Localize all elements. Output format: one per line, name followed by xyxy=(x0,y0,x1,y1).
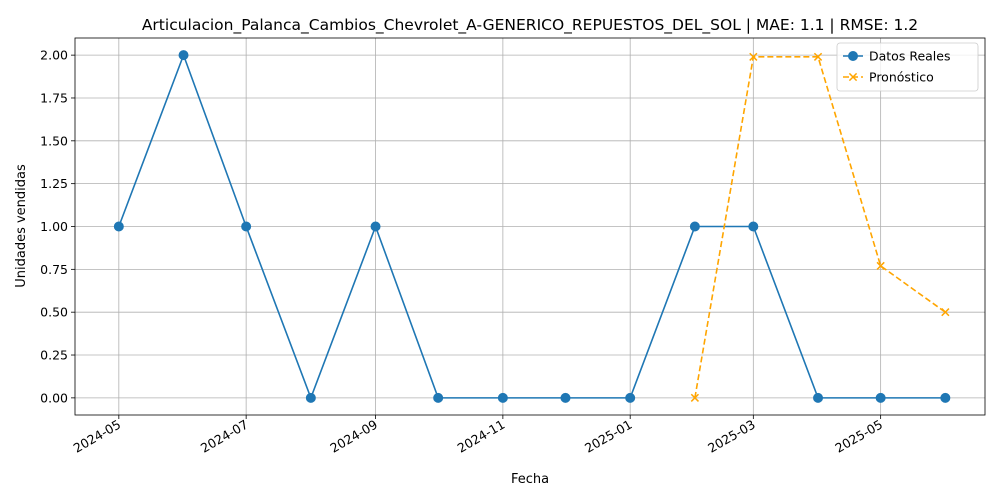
data-point xyxy=(690,393,700,402)
data-point xyxy=(178,50,189,61)
chart-title: Articulacion_Palanca_Cambios_Chevrolet_A… xyxy=(142,16,918,35)
data-point xyxy=(113,221,124,232)
data-point xyxy=(749,52,758,61)
data-point xyxy=(940,392,951,403)
series-line xyxy=(118,52,946,401)
y-tick-label: 0.00 xyxy=(40,390,68,405)
y-tick-label: 1.50 xyxy=(40,133,68,148)
data-point xyxy=(876,261,885,271)
y-tick-label: 1.25 xyxy=(40,176,68,191)
data-point xyxy=(433,392,444,403)
y-tick-label: 1.75 xyxy=(40,90,68,105)
grid-lines xyxy=(75,38,985,415)
legend-marker xyxy=(848,72,858,82)
data-point xyxy=(241,221,252,232)
x-axis-label: Fecha xyxy=(511,472,549,487)
series-layer xyxy=(113,50,951,403)
y-tick-label: 0.50 xyxy=(40,305,68,320)
data-point xyxy=(748,221,759,232)
data-point xyxy=(941,308,950,317)
series-forecast xyxy=(690,52,950,402)
data-point xyxy=(560,392,571,403)
y-axis-label: Unidades vendidas xyxy=(14,164,29,288)
data-point xyxy=(625,392,636,403)
legend: Datos Reales Pronóstico xyxy=(836,42,979,92)
data-point xyxy=(813,52,823,61)
y-tick-label: 0.25 xyxy=(40,348,68,363)
y-tick-label: 2.00 xyxy=(40,48,68,63)
data-point xyxy=(305,392,316,403)
y-tick-label: 1.00 xyxy=(40,219,68,234)
series-actual xyxy=(113,50,951,403)
data-point xyxy=(689,221,700,232)
legend-label: Pronóstico xyxy=(869,70,934,85)
data-point xyxy=(370,221,381,232)
legend-label: Datos Reales xyxy=(869,49,950,64)
data-point xyxy=(497,392,508,403)
y-tick-label: 0.75 xyxy=(40,262,68,277)
legend-marker xyxy=(848,51,858,61)
legend-box xyxy=(836,42,979,92)
data-point xyxy=(813,392,824,403)
data-point xyxy=(875,392,886,403)
